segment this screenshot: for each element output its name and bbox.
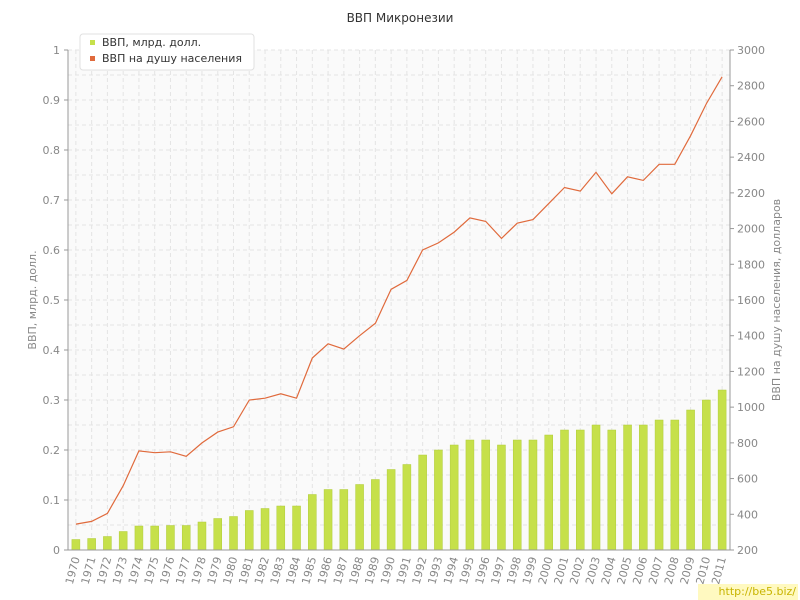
bar	[465, 439, 475, 551]
bar	[308, 494, 317, 551]
bar	[260, 508, 270, 551]
bar-series	[71, 389, 727, 551]
left-tick-label: 1	[53, 44, 60, 57]
right-tick-label: 800	[737, 437, 758, 450]
bar	[623, 424, 632, 551]
bar	[418, 454, 427, 551]
right-tick-label: 200	[737, 544, 758, 557]
legend-box	[79, 33, 255, 71]
legend-label-gdp-per-capita: ВВП на душу населения	[102, 52, 242, 65]
bar	[181, 525, 191, 551]
bar	[150, 525, 159, 551]
right-tick-label: 1200	[737, 365, 765, 378]
left-tick-label: 0.1	[43, 494, 61, 507]
right-tick-label: 1400	[737, 330, 765, 343]
bar	[339, 489, 349, 551]
right-tick-label: 2000	[737, 223, 765, 236]
left-tick-label: 0.8	[43, 144, 61, 157]
bar	[434, 449, 443, 551]
legend-label-gdp: ВВП, млрд. долл.	[102, 36, 201, 49]
right-tick-label: 400	[737, 508, 758, 521]
left-tick-label: 0.6	[43, 244, 61, 257]
left-tick-label: 0	[53, 544, 60, 557]
bar	[276, 505, 286, 551]
bar	[717, 389, 727, 551]
bar	[386, 469, 396, 551]
bar	[591, 424, 601, 551]
line-series	[75, 76, 723, 525]
bar	[229, 516, 238, 551]
bar	[497, 444, 506, 551]
legend-swatch-gdp-per-capita	[90, 56, 95, 61]
left-tick-label: 0.9	[43, 94, 61, 107]
right-axis-ticks: 200 400 600 800 1000 1200 1400 1600 1800 2000 2200…	[730, 44, 765, 557]
bar	[702, 399, 711, 551]
left-tick-label: 0.4	[43, 344, 61, 357]
left-tick-label: 0.2	[43, 444, 61, 457]
bar	[323, 489, 333, 551]
bar	[87, 538, 96, 551]
bar	[686, 409, 695, 551]
left-tick-label: 0.7	[43, 194, 61, 207]
bar	[103, 536, 112, 551]
bar	[134, 525, 144, 551]
left-axis-label: ВВП, млрд. долл.	[26, 250, 39, 349]
left-tick-label: 0.5	[43, 294, 61, 307]
bar	[654, 419, 664, 551]
bar	[292, 505, 301, 551]
right-tick-label: 2600	[737, 115, 765, 128]
left-axis-ticks: 0 0.1 0.2 0.3 0.4 0.5 0.6 0.7 0.8 0.9 1	[43, 44, 68, 557]
right-tick-label: 1600	[737, 294, 765, 307]
right-tick-label: 2400	[737, 151, 765, 164]
bar	[371, 479, 380, 551]
right-tick-label: 2200	[737, 187, 765, 200]
bar	[71, 539, 81, 551]
bar	[670, 419, 680, 551]
watermark: http://be5.biz/	[698, 584, 798, 600]
bar	[197, 521, 207, 551]
legend: ВВП, млрд. долл. ВВП на душу населения	[79, 33, 255, 71]
right-tick-label: 1800	[737, 258, 765, 271]
bar	[576, 429, 585, 551]
right-axis-label: ВВП на душу населения, долларов	[770, 199, 783, 401]
bar	[118, 531, 128, 551]
right-tick-label: 3000	[737, 44, 765, 57]
bar	[607, 429, 617, 551]
bar	[213, 518, 222, 551]
chart-title: ВВП Микронезии	[347, 11, 454, 25]
left-tick-label: 0.3	[43, 394, 61, 407]
bar	[481, 439, 490, 551]
legend-swatch-gdp	[90, 40, 95, 45]
bar	[512, 439, 522, 551]
right-tick-label: 1000	[737, 401, 765, 414]
bar	[560, 429, 569, 551]
right-tick-label: 2800	[737, 80, 765, 93]
bar	[166, 525, 175, 551]
bar	[245, 510, 254, 551]
bar	[544, 434, 553, 551]
bar	[449, 444, 459, 551]
bar	[639, 424, 648, 551]
bar	[402, 464, 412, 551]
right-tick-label: 600	[737, 473, 758, 486]
bar	[528, 439, 538, 551]
bar	[355, 484, 364, 551]
gdp-per-capita-line	[75, 76, 723, 525]
